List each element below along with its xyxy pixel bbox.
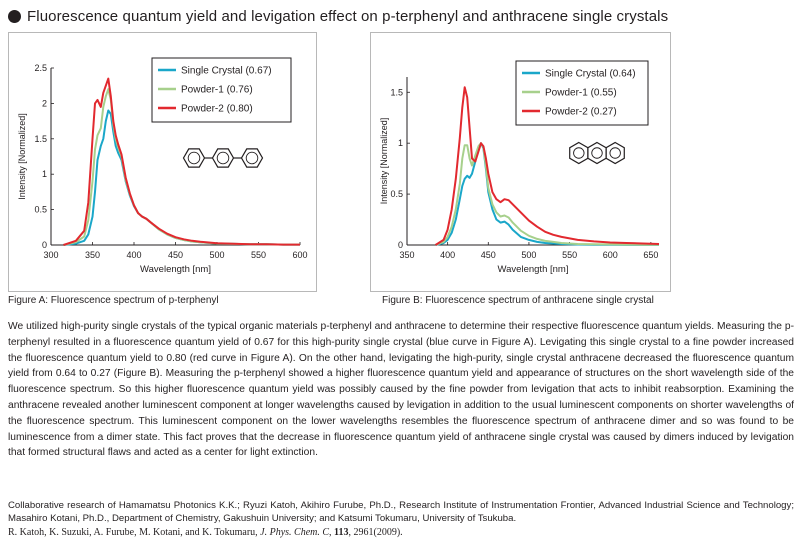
y-axis-label: Intensity [Normalized] [379, 118, 389, 205]
x-tick-label: 600 [603, 250, 618, 260]
y-tick-label: 1 [42, 169, 47, 179]
figure-b-caption: Figure B: Fluorescence spectrum of anthr… [382, 295, 654, 306]
x-axis-label: Wavelength [nm] [498, 264, 569, 275]
legend-label-1: Powder-1 (0.76) [181, 85, 253, 96]
x-tick-label: 550 [251, 250, 266, 260]
legend-label-2: Powder-2 (0.80) [181, 104, 253, 115]
reference: R. Katoh, K. Suzuki, A. Furube, M. Kotan… [8, 527, 403, 538]
y-tick-label: 1.5 [390, 87, 403, 97]
aromatic-circle-2 [609, 147, 621, 159]
x-tick-label: 600 [292, 250, 307, 260]
x-tick-label: 500 [521, 250, 536, 260]
series-line-2 [63, 77, 300, 246]
y-tick-label: 1.5 [34, 134, 47, 144]
x-tick-label: 650 [643, 250, 658, 260]
legend-label-0: Single Crystal (0.67) [181, 66, 272, 77]
x-tick-label: 500 [209, 250, 224, 260]
aromatic-circle-2 [245, 151, 259, 165]
chart-b: 350 400 450 500 550 600 650 0 0.5 1 1.5 Wavelength … [379, 60, 660, 275]
y-tick-label: 0.5 [34, 205, 47, 215]
y-tick-label: 2 [42, 98, 47, 108]
reference-authors: R. Katoh, K. Suzuki, A. Furube, M. Kotan… [8, 527, 261, 538]
reference-volume: 113 [334, 527, 349, 538]
fused-ring-0 [569, 141, 589, 165]
y-tick-label: 1 [398, 138, 403, 148]
y-tick-label: 0.5 [390, 189, 403, 199]
benzene-ring-0 [182, 148, 206, 168]
fused-ring-2 [605, 141, 625, 165]
x-axis-label: Wavelength [nm] [140, 264, 211, 275]
figure-a-caption: Figure A: Fluorescence spectrum of p-ter… [8, 295, 219, 306]
y-tick-label: 0 [42, 240, 47, 250]
credits: Collaborative research of Hamamatsu Phot… [8, 500, 794, 525]
series-line-2 [434, 86, 660, 246]
bullet-icon [8, 9, 21, 23]
body-paragraph: We utilized high-purity single crystals … [8, 321, 794, 459]
aromatic-circle-0 [187, 151, 201, 165]
x-tick-label: 400 [126, 250, 141, 260]
p-terphenyl-structure-icon [182, 148, 264, 168]
x-tick-label: 300 [43, 250, 58, 260]
x-tick-label: 400 [440, 250, 455, 260]
y-tick-label: 2.5 [34, 63, 47, 73]
legend-label-1: Powder-1 (0.55) [545, 88, 617, 99]
x-tick-label: 350 [399, 250, 414, 260]
benzene-ring-2 [240, 148, 264, 168]
x-tick-label: 450 [481, 250, 496, 260]
anthracene-structure-icon [569, 141, 625, 165]
x-tick-label: 350 [85, 250, 100, 260]
legend-box [151, 57, 292, 123]
y-axis-label: Intensity [Normalized] [17, 113, 27, 200]
figure-a-panel: 300 350 400 450 500 550 600 0 0.5 1 1.5 2 2.5 Wavelen… [8, 32, 317, 292]
series-line-1 [435, 142, 660, 246]
aromatic-circle-0 [573, 147, 585, 159]
x-tick-label: 450 [168, 250, 183, 260]
aromatic-circle-1 [216, 151, 230, 165]
y-tick-label: 0 [398, 240, 403, 250]
reference-pages: , 2961(2009). [348, 527, 403, 538]
chart-a: 300 350 400 450 500 550 600 0 0.5 1 1.5 2 2.5 Wavelen… [17, 57, 308, 275]
x-tick-label: 550 [562, 250, 577, 260]
aromatic-circle-1 [591, 147, 603, 159]
reference-journal: J. Phys. Chem. C [260, 527, 330, 538]
benzene-ring-1 [211, 148, 235, 168]
heading: Fluorescence quantum yield and levigatio… [8, 6, 668, 26]
figure-b-panel: 350 400 450 500 550 600 650 0 0.5 1 1.5 Wavelength … [370, 32, 671, 292]
fused-ring-1 [587, 141, 607, 165]
heading-text: Fluorescence quantum yield and levigatio… [27, 7, 669, 25]
legend-label-0: Single Crystal (0.64) [545, 69, 636, 80]
legend-label-2: Powder-2 (0.27) [545, 107, 617, 118]
